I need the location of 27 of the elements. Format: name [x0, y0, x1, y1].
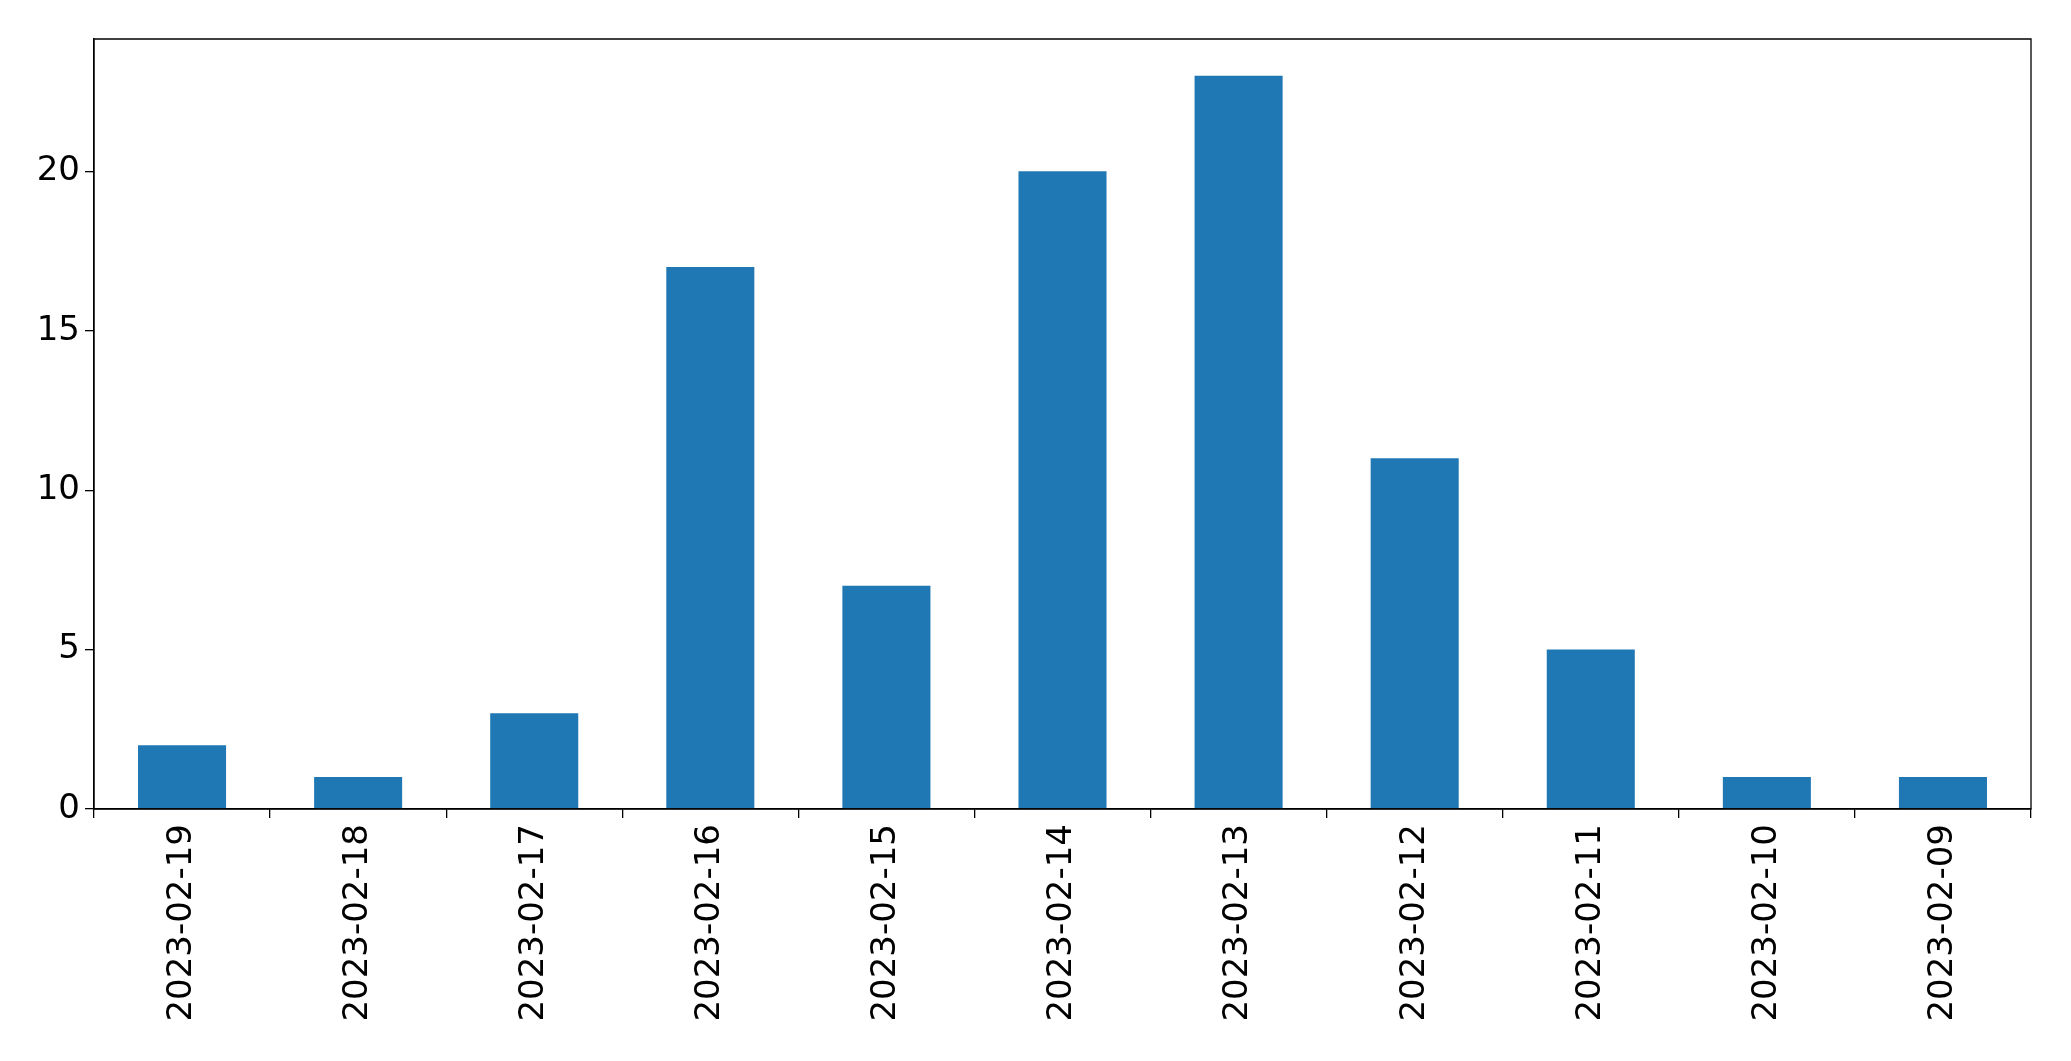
x-tick-label: 2023-02-11 — [1567, 824, 1608, 1022]
x-tick-label: 2023-02-12 — [1391, 824, 1432, 1022]
x-tick-label: 2023-02-13 — [1215, 824, 1256, 1022]
x-tick-label: 2023-02-16 — [687, 824, 728, 1022]
bar — [314, 777, 403, 809]
x-tick-label: 2023-02-17 — [511, 824, 552, 1022]
x-tick-label: 2023-02-15 — [863, 824, 904, 1022]
bar — [138, 745, 227, 809]
y-tick-label: 10 — [36, 466, 80, 507]
bar — [1546, 649, 1635, 809]
y-tick-label: 20 — [36, 148, 80, 189]
bar — [666, 266, 755, 809]
bar — [1370, 458, 1459, 809]
bar — [1018, 171, 1107, 809]
x-tick-label: 2023-02-19 — [158, 824, 199, 1022]
y-tick-label: 5 — [58, 626, 80, 667]
x-tick-label: 2023-02-09 — [1919, 824, 1960, 1022]
bar — [1194, 75, 1283, 809]
bar — [490, 713, 579, 809]
bar — [1722, 777, 1811, 809]
bar — [1898, 777, 1987, 809]
y-tick-label: 15 — [36, 307, 80, 348]
x-tick-label: 2023-02-14 — [1039, 824, 1080, 1022]
bar — [842, 585, 931, 809]
x-tick-label: 2023-02-10 — [1743, 824, 1784, 1022]
y-tick-label: 0 — [58, 785, 80, 826]
x-tick-label: 2023-02-18 — [334, 824, 375, 1022]
